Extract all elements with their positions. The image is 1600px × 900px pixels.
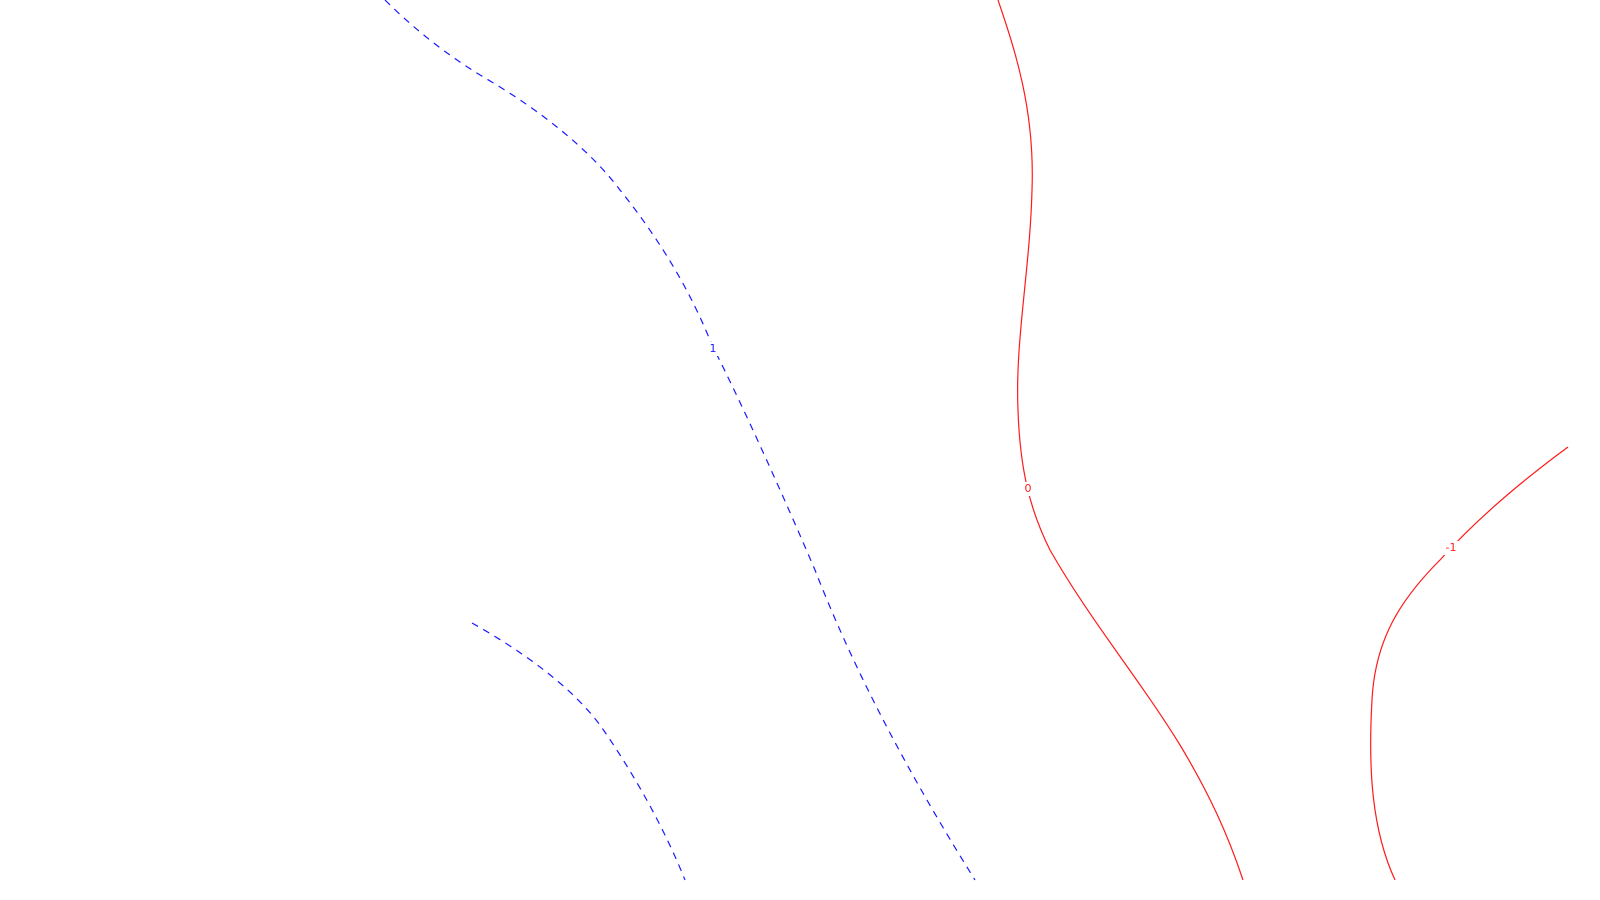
contour-label-neg1: -1: [1446, 541, 1457, 554]
contour-line-level-1-upper: [384, 0, 976, 881]
contour-label-backing-0: [1021, 482, 1035, 496]
contour-label-backing-neg1: [1441, 541, 1461, 555]
contour-line-level-neg1: [1370, 446, 1569, 881]
contour-label-backing-1: [706, 342, 720, 356]
contour-line-level-0: [997, 0, 1244, 881]
contour-label-0: 0: [1025, 482, 1032, 495]
contour-line-level-1-lower: [471, 622, 686, 881]
contour-label-1: 1: [710, 342, 717, 355]
